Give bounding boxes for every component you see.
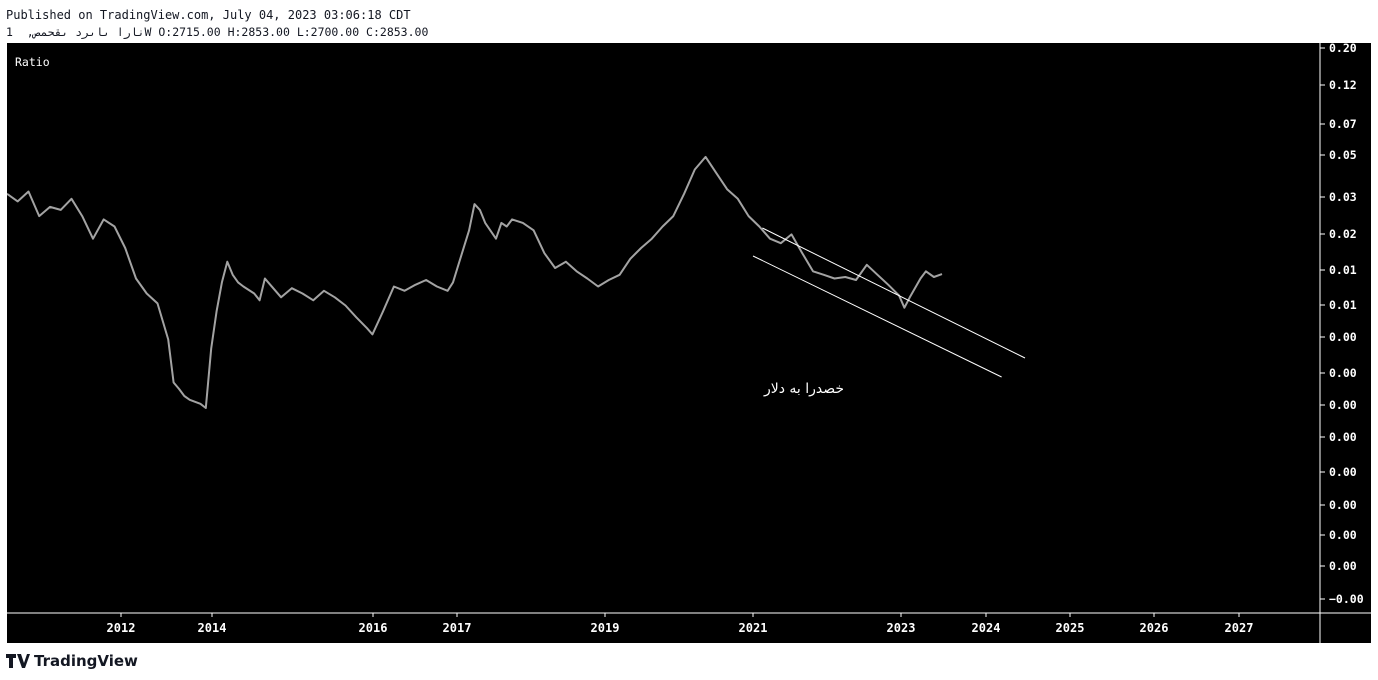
symbol-line: نارا ىاىرد ىقحمص, 1W O:2715.00 H:2853.00… [6, 25, 428, 39]
y-tick-label: 0.01 [1329, 263, 1357, 277]
y-tick-label: 0.00 [1329, 465, 1357, 479]
y-tick-label: 0.00 [1329, 330, 1357, 344]
channel-trendline [752, 255, 1002, 378]
x-tick-label: 2016 [359, 621, 388, 635]
price-chart[interactable]: 0.20 0.12 0.07 0.05 0.03 0.02 0.01 0.01 0.00 0.00… [7, 43, 1371, 643]
symbol-name: نارا ىاىرد ىقحمص [33, 25, 145, 39]
y-tick-label: 0.00 [1329, 528, 1357, 542]
chart-annotation: خصدرا به دلار [763, 381, 844, 397]
x-tick-label: 2012 [107, 621, 136, 635]
y-tick-label: 0.00 [1329, 366, 1357, 380]
x-tick-label: 2021 [739, 621, 768, 635]
channel-trendline [762, 227, 1026, 359]
y-tick-label: 0.01 [1329, 298, 1357, 312]
x-tick-label: 2023 [887, 621, 916, 635]
y-tick-label: 0.00 [1329, 559, 1357, 573]
pane-label: Ratio [15, 55, 50, 69]
watermark-text: TradingView [34, 652, 138, 670]
y-tick-label: 0.07 [1329, 117, 1357, 131]
x-tick-label: 2014 [198, 621, 227, 635]
x-tick-label: 2019 [591, 621, 620, 635]
chart-pane[interactable]: 0.20 0.12 0.07 0.05 0.03 0.02 0.01 0.01 0.00 0.00… [7, 43, 1371, 643]
x-tick-label: 2024 [972, 621, 1001, 635]
y-tick-label: 0.00 [1329, 498, 1357, 512]
x-tick-label: 2025 [1056, 621, 1085, 635]
x-tick-label: 2027 [1225, 621, 1254, 635]
y-tick-label: 0.05 [1329, 148, 1357, 162]
y-tick-label: 0.12 [1329, 78, 1357, 92]
x-tick-label: 2017 [443, 621, 472, 635]
series-line [7, 155, 943, 409]
ohlc-values: , 1W O:2715.00 H:2853.00 L:2700.00 C:285… [6, 25, 429, 39]
tradingview-logo-icon [6, 654, 30, 668]
x-tick-label: 2026 [1140, 621, 1169, 635]
tradingview-watermark: TradingView [6, 652, 138, 670]
y-tick-label: 0.20 [1329, 43, 1357, 55]
y-tick-label: 0.00 [1329, 430, 1357, 444]
y-tick-label: 0.03 [1329, 190, 1357, 204]
published-line: Published on TradingView.com, July 04, 2… [6, 8, 411, 22]
y-tick-label: 0.02 [1329, 227, 1357, 241]
y-tick-label: 0.00 [1329, 398, 1357, 412]
y-tick-label: −0.00 [1329, 592, 1364, 606]
